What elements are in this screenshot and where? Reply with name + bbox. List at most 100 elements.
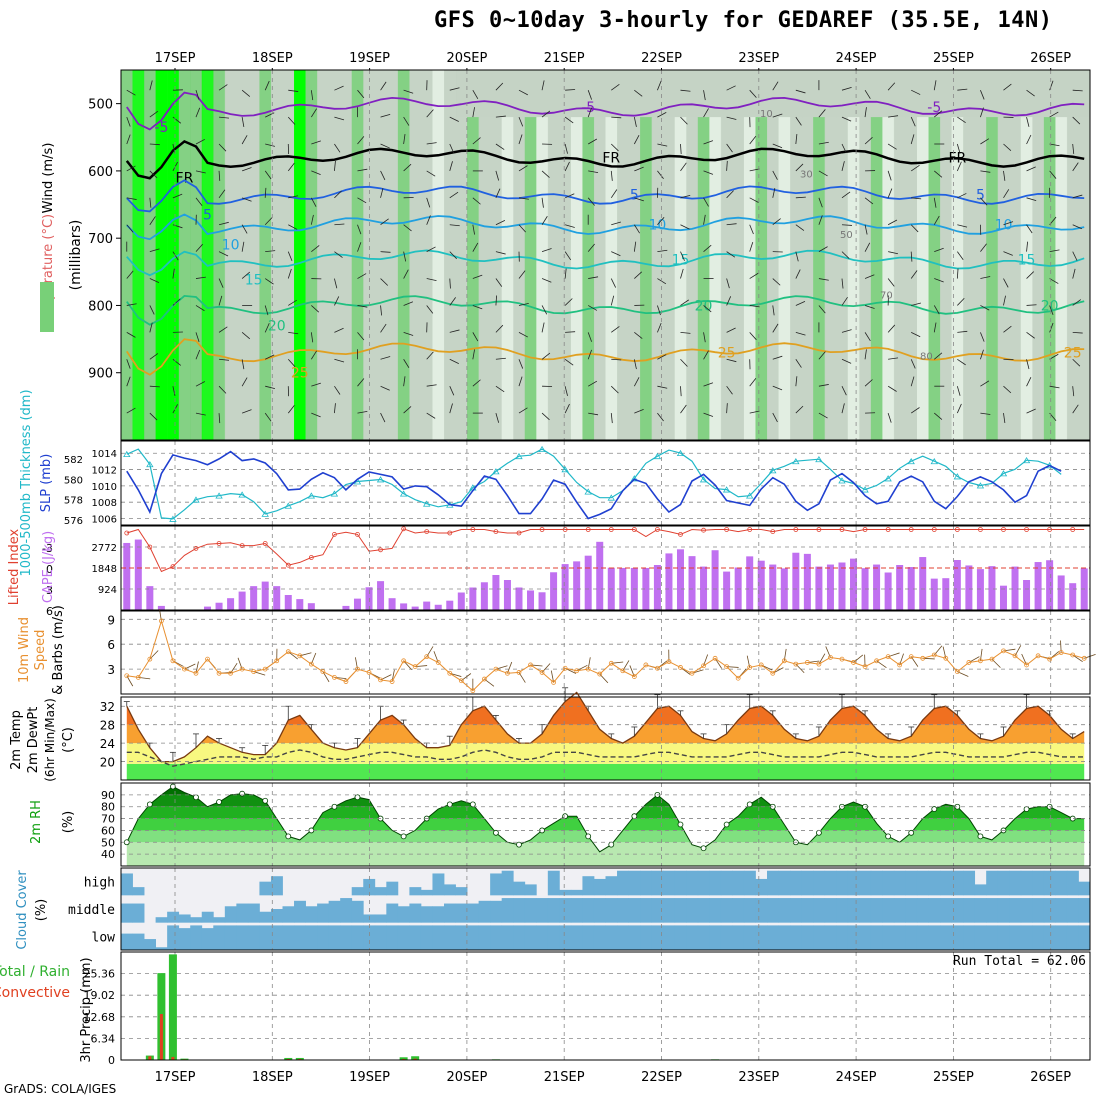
cloud-cell-middle bbox=[893, 898, 906, 923]
cape-bar bbox=[215, 602, 223, 610]
wind-barb bbox=[611, 116, 622, 119]
cape-bar bbox=[826, 564, 834, 610]
wind-speed-marker bbox=[216, 670, 222, 676]
cape-bar bbox=[711, 550, 719, 610]
cloud-cell-high bbox=[1032, 870, 1045, 896]
rh-column bbox=[732, 117, 745, 440]
wind-barb bbox=[1026, 377, 1032, 387]
wind-barb bbox=[449, 161, 453, 172]
cloud-cell-high bbox=[813, 870, 826, 896]
wind-speed-marker bbox=[308, 661, 314, 667]
wind-barb bbox=[195, 305, 205, 312]
cloud-cell-low bbox=[709, 925, 722, 950]
wind-barb bbox=[472, 305, 483, 310]
rh-column bbox=[259, 70, 272, 440]
date-label-bottom: 22SEP bbox=[641, 1070, 682, 1085]
cloud-cell-low bbox=[859, 925, 872, 950]
wind-barb bbox=[357, 197, 367, 204]
wind-barb bbox=[1026, 166, 1036, 172]
wind-barb bbox=[518, 302, 529, 306]
rh2m-marker bbox=[123, 839, 130, 846]
wind-barb bbox=[564, 251, 572, 261]
wind-barb bbox=[1026, 241, 1028, 252]
wind-barb bbox=[310, 197, 317, 207]
cloud-row-label-high: high bbox=[84, 876, 115, 891]
precip-convective-bar bbox=[298, 1058, 302, 1060]
wind-barb bbox=[680, 331, 691, 334]
wind-speed-marker bbox=[770, 670, 776, 676]
wind-barb bbox=[587, 197, 595, 206]
wind-barb bbox=[864, 89, 871, 99]
rh2m-tick-label: 90 bbox=[101, 789, 115, 802]
cloud-cell-low bbox=[893, 925, 906, 950]
lifted-index-marker bbox=[355, 532, 360, 537]
rh-column bbox=[847, 117, 860, 440]
cloud-cell-high bbox=[605, 876, 618, 896]
wind-barb bbox=[587, 138, 598, 145]
wind-barb bbox=[126, 89, 136, 96]
wind-barb bbox=[1003, 143, 1012, 151]
cloud-cell-high bbox=[1066, 870, 1079, 896]
wind-barb bbox=[380, 305, 382, 316]
wind-barb bbox=[911, 89, 921, 95]
wind-speed-marker bbox=[1047, 656, 1053, 662]
wind-barb bbox=[956, 403, 962, 414]
rh2m-tick-label: 40 bbox=[101, 848, 115, 861]
cloud-cell-middle bbox=[190, 917, 203, 923]
wind-barb bbox=[126, 197, 137, 200]
lifted-index-marker bbox=[424, 529, 430, 534]
wind-barb bbox=[287, 251, 293, 262]
date-label-top: 25SEP bbox=[933, 51, 974, 66]
wind-barb bbox=[334, 403, 336, 414]
thickness-marker bbox=[376, 476, 385, 483]
precip-tick-label: 0 bbox=[108, 1054, 115, 1067]
cape-bar bbox=[480, 582, 488, 610]
cloud-cell-low bbox=[847, 925, 860, 950]
wind-barb bbox=[957, 116, 966, 124]
wind-barb bbox=[910, 270, 918, 279]
wind-barb bbox=[403, 134, 406, 145]
temperature-contour-label: -5 bbox=[927, 100, 941, 116]
rh-column bbox=[224, 70, 237, 440]
wind-barb bbox=[657, 143, 668, 147]
wind-barb bbox=[311, 140, 321, 145]
wind-barb bbox=[703, 108, 709, 118]
wind-barb bbox=[611, 326, 620, 333]
wind-barb bbox=[864, 305, 875, 309]
rh2m-marker bbox=[816, 829, 822, 836]
cloud-cell-middle bbox=[282, 906, 295, 923]
wind-speed-marker bbox=[447, 670, 453, 676]
wind-barb bbox=[1072, 251, 1078, 261]
wind-barb bbox=[726, 116, 737, 120]
lifted-index-marker bbox=[701, 527, 706, 533]
wind-barb bbox=[887, 188, 893, 198]
cloud-cell-middle bbox=[547, 898, 560, 923]
cloud-cell-low bbox=[1009, 925, 1022, 950]
cloud-cell-high bbox=[617, 870, 629, 896]
rh2m-marker bbox=[931, 806, 938, 812]
wind-barb bbox=[772, 81, 779, 91]
wind-barb bbox=[472, 274, 483, 279]
wind-barb bbox=[818, 246, 828, 252]
wind-speed-marker bbox=[505, 670, 510, 676]
cloud-cell-middle bbox=[155, 917, 168, 923]
wind-barb bbox=[288, 224, 298, 230]
cloud-cell-middle bbox=[974, 898, 987, 923]
lifted-index-marker bbox=[562, 527, 568, 532]
wind-barb bbox=[957, 224, 968, 228]
cloud-cell-low bbox=[686, 925, 699, 950]
cloud-cell-low bbox=[444, 925, 456, 950]
rh2m-marker bbox=[977, 833, 984, 840]
wind-barb bbox=[726, 278, 730, 289]
wind-barb bbox=[841, 143, 847, 154]
temperature-contour-0 bbox=[126, 91, 1085, 131]
wind-barb bbox=[518, 359, 524, 369]
wind-barb bbox=[772, 278, 781, 286]
cloud-frame bbox=[120, 867, 1091, 951]
cloud-cell-high bbox=[790, 870, 803, 896]
cloud-cell-high bbox=[1020, 870, 1033, 896]
precip-convective-bar bbox=[159, 1014, 163, 1060]
wind-barb bbox=[841, 161, 845, 172]
cloud-cell-low bbox=[824, 925, 837, 950]
wind-barb bbox=[864, 242, 871, 252]
